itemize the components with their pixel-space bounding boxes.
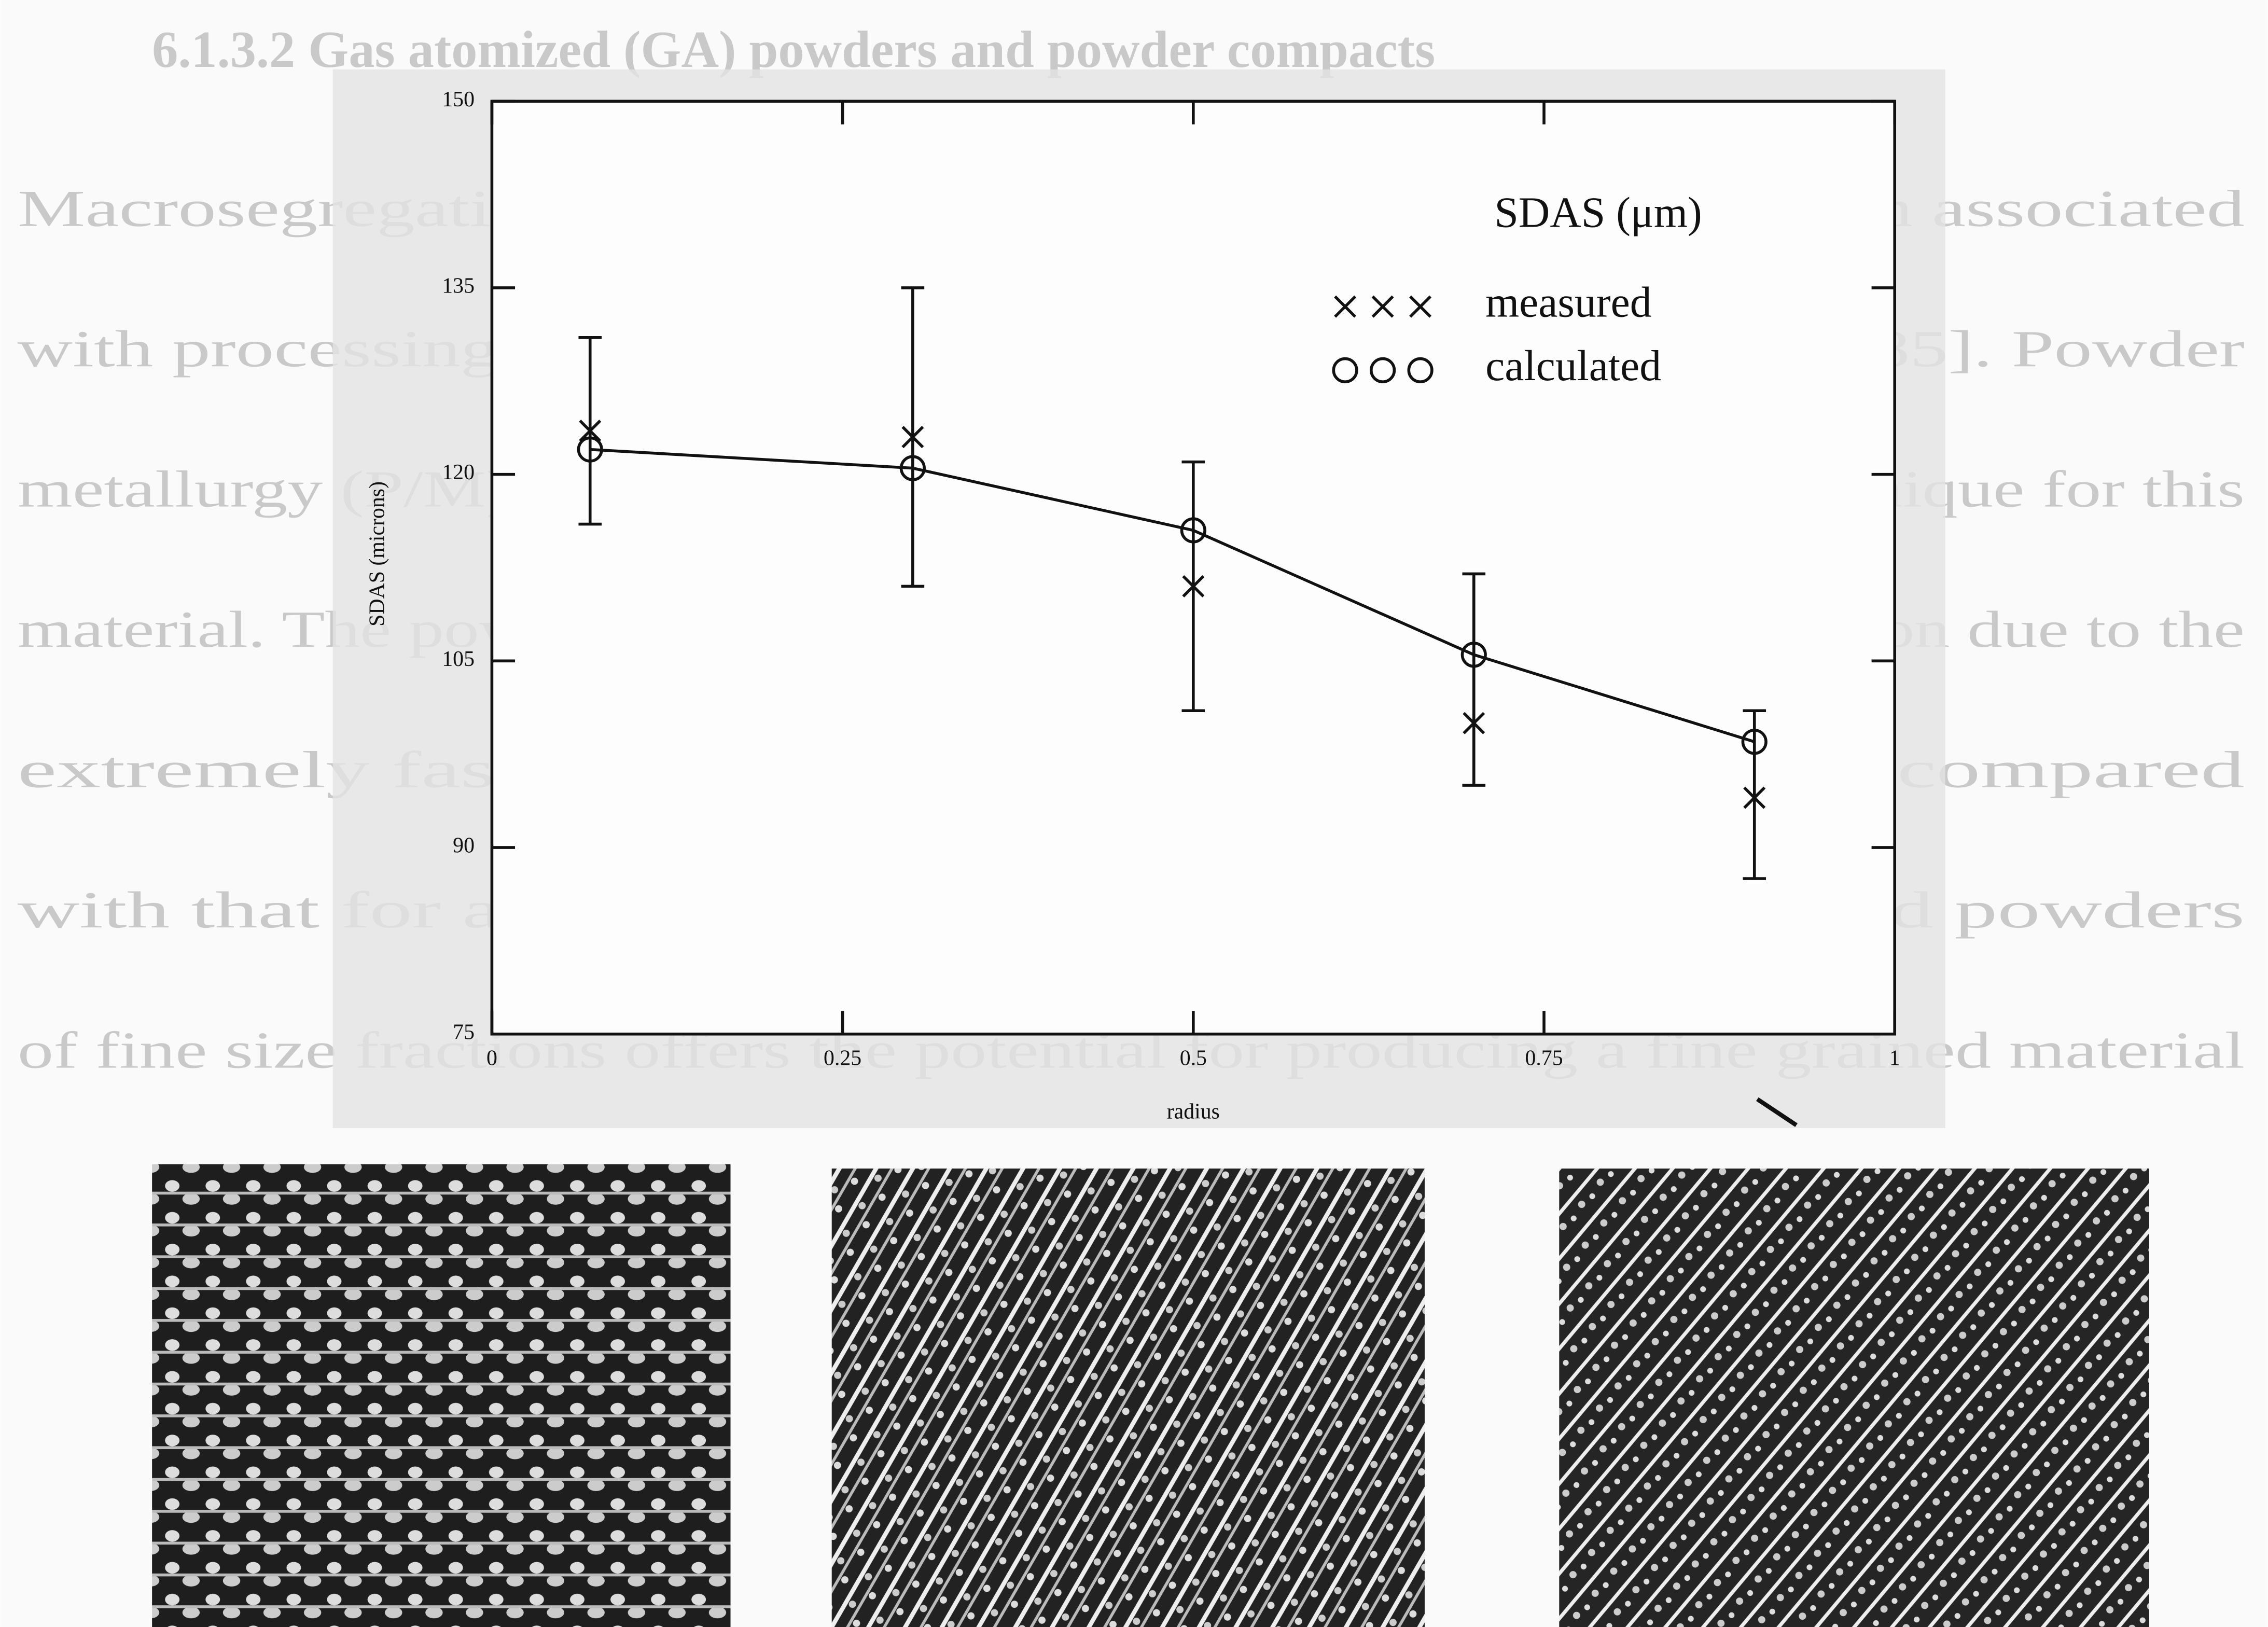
marker	[901, 426, 924, 449]
micrograph	[1559, 1169, 2149, 1627]
error-bar	[1743, 709, 1766, 880]
x-tick-label: 0.5	[1180, 1047, 1207, 1070]
marker	[1741, 729, 1768, 755]
marker	[579, 420, 602, 442]
x-tick-label: 0.75	[1525, 1047, 1563, 1070]
y-axis-label: SDAS (microns)	[366, 481, 389, 627]
y-tick-label: 90	[453, 834, 475, 858]
error-bar	[1462, 572, 1486, 787]
x-tick-label: 1	[1889, 1047, 1900, 1070]
y-tick-label: 135	[442, 274, 475, 298]
legend-label: calculated	[1485, 342, 1661, 390]
x-tick-label: 0	[486, 1047, 497, 1070]
micrograph	[152, 1164, 731, 1627]
y-tick-label: 75	[453, 1020, 475, 1044]
marker	[1463, 712, 1485, 734]
scan-mark	[1756, 1097, 1798, 1127]
marker	[1182, 575, 1205, 597]
y-tick-label: 120	[442, 461, 475, 484]
legend-label: measured	[1485, 278, 1651, 326]
legend-swatch	[1409, 295, 1432, 318]
y-tick-label: 105	[442, 647, 475, 671]
legend-swatch	[1407, 357, 1434, 383]
y-tick-label: 150	[442, 88, 475, 112]
marker	[899, 455, 926, 481]
marker	[1460, 642, 1487, 668]
marker	[577, 436, 603, 463]
legend-title: SDAS (μm)	[1494, 188, 1702, 237]
heading: 6.1.3.2 Gas atomized (GA) powders and po…	[152, 21, 1435, 78]
marker	[1180, 517, 1206, 544]
series-line	[590, 448, 1755, 743]
legend-swatch	[1334, 295, 1357, 318]
x-axis-label: radius	[1167, 1100, 1220, 1124]
micrograph	[831, 1169, 1425, 1627]
legend-swatch	[1370, 357, 1396, 383]
marker	[1743, 786, 1766, 809]
legend-swatch	[1332, 357, 1358, 383]
x-tick-label: 0.25	[824, 1047, 861, 1070]
legend-swatch	[1371, 295, 1394, 318]
